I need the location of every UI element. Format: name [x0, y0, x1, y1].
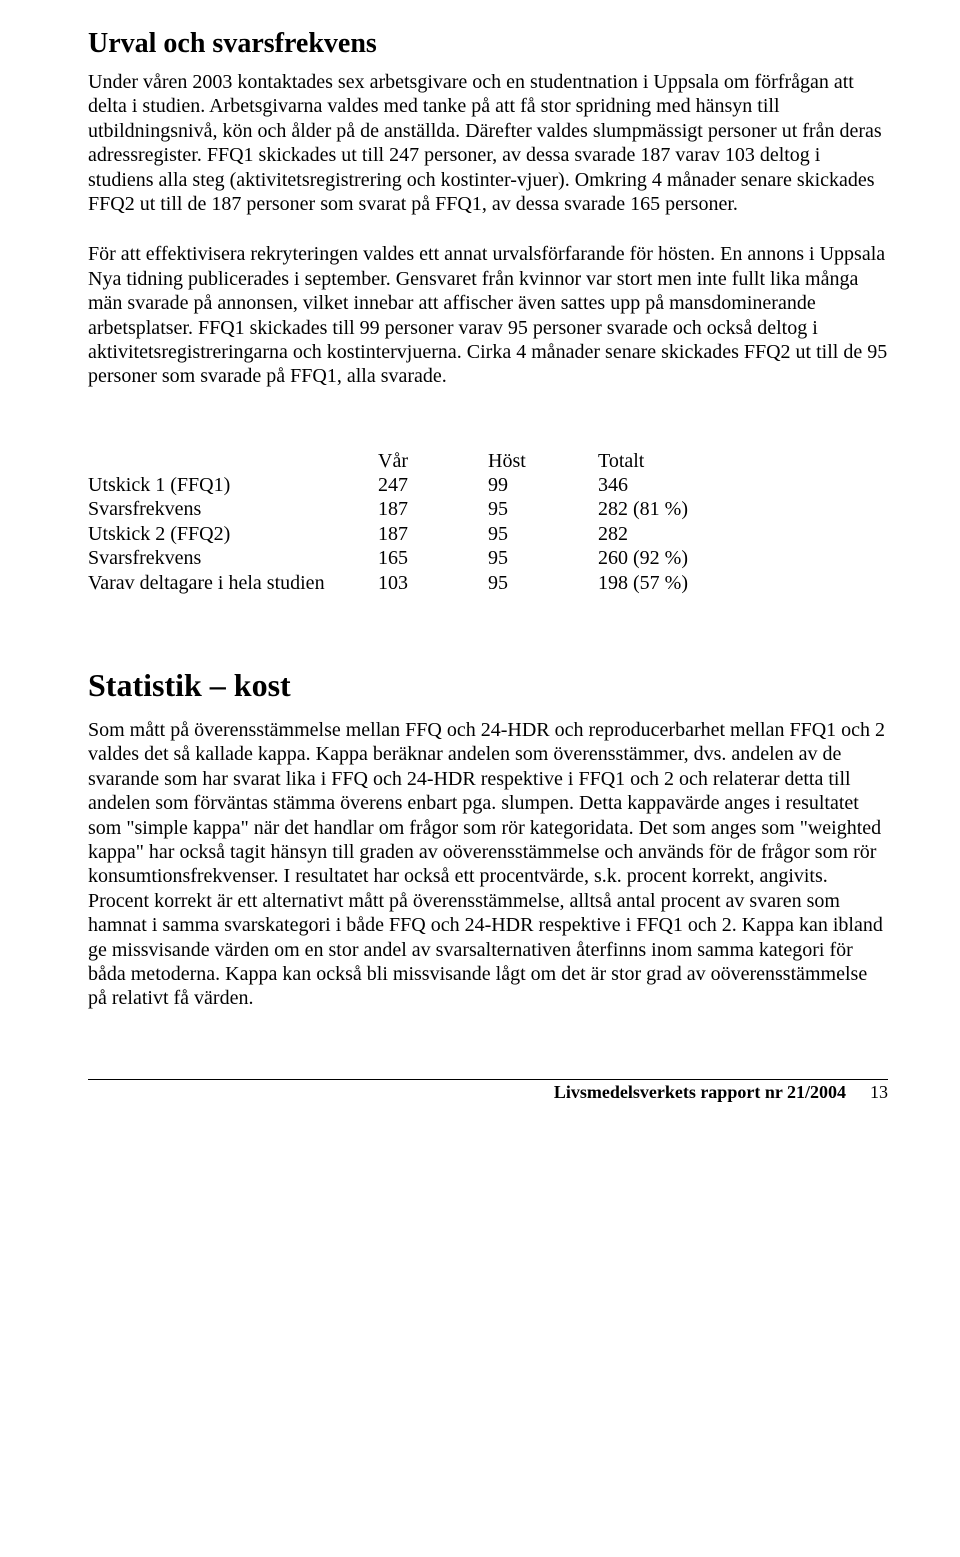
cell: 95: [488, 522, 598, 546]
cell: 95: [488, 497, 598, 521]
cell: 165: [378, 546, 488, 570]
table-row: Svarsfrekvens 165 95 260 (92 %): [88, 546, 768, 570]
col-header-total: Totalt: [598, 449, 768, 473]
row-label: Svarsfrekvens: [88, 546, 378, 570]
table-header-row: Vår Höst Totalt: [88, 449, 768, 473]
table-row: Utskick 2 (FFQ2) 187 95 282: [88, 522, 768, 546]
table-row: Varav deltagare i hela studien 103 95 19…: [88, 571, 768, 595]
cell: 346: [598, 473, 768, 497]
section1-para1: Under våren 2003 kontaktades sex arbetsg…: [88, 70, 888, 216]
footer-page-number: 13: [870, 1082, 888, 1103]
cell: 95: [488, 546, 598, 570]
cell: 198 (57 %): [598, 571, 768, 595]
row-label: Varav deltagare i hela studien: [88, 571, 378, 595]
page-container: Urval och svarsfrekvens Under våren 2003…: [0, 0, 960, 1143]
col-header-host: Höst: [488, 449, 598, 473]
table-row: Svarsfrekvens 187 95 282 (81 %): [88, 497, 768, 521]
cell: 282: [598, 522, 768, 546]
cell: 187: [378, 522, 488, 546]
section2-para1: Som mått på överensstämmelse mellan FFQ …: [88, 718, 888, 1011]
section-heading-urval: Urval och svarsfrekvens: [88, 28, 888, 60]
footer-report-title: Livsmedelsverkets rapport nr 21/2004: [554, 1082, 846, 1103]
cell: 247: [378, 473, 488, 497]
response-rate-table: Vår Höst Totalt Utskick 1 (FFQ1) 247 99 …: [88, 449, 768, 595]
cell: 95: [488, 571, 598, 595]
row-label: Utskick 1 (FFQ1): [88, 473, 378, 497]
cell: 282 (81 %): [598, 497, 768, 521]
cell: 260 (92 %): [598, 546, 768, 570]
section-heading-statistik: Statistik – kost: [88, 667, 888, 704]
section1-para2: För att effektivisera rekryteringen vald…: [88, 242, 888, 388]
col-header-var: Vår: [378, 449, 488, 473]
row-label: Utskick 2 (FFQ2): [88, 522, 378, 546]
page-footer: Livsmedelsverkets rapport nr 21/2004 13: [88, 1079, 888, 1103]
cell: 103: [378, 571, 488, 595]
row-label: Svarsfrekvens: [88, 497, 378, 521]
cell: 99: [488, 473, 598, 497]
table-row: Utskick 1 (FFQ1) 247 99 346: [88, 473, 768, 497]
cell: 187: [378, 497, 488, 521]
